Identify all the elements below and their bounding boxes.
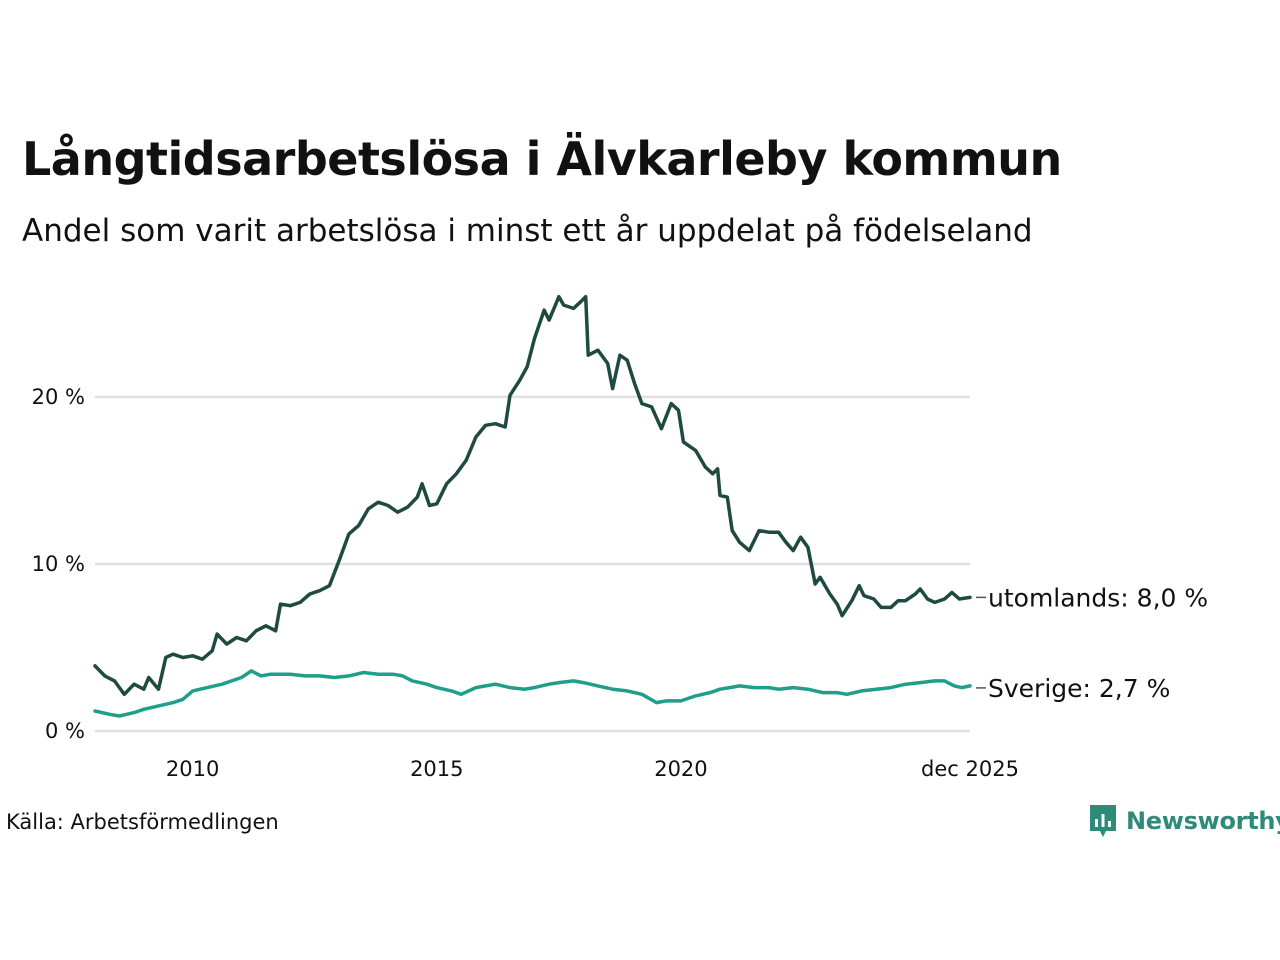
x-axis: 2010 2015 2020 dec 2025 bbox=[166, 757, 1019, 781]
y-tick-label: 20 % bbox=[32, 385, 85, 409]
brand-logo: Newsworthy bbox=[1088, 803, 1280, 839]
end-label-sverige: Sverige: 2,7 % bbox=[988, 674, 1170, 703]
newsworthy-logo-icon bbox=[1090, 805, 1116, 837]
y-tick-label: 0 % bbox=[45, 719, 85, 743]
y-tick-label: 10 % bbox=[32, 552, 85, 576]
line-chart: 0 % 10 % 20 % 2010 2015 2020 dec 2025 utomlan… bbox=[32, 294, 1208, 781]
x-tick-label: dec 2025 bbox=[921, 757, 1019, 781]
series-line-sverige bbox=[93, 669, 972, 718]
chart-title: Långtidsarbetslösa i Älvkarleby kommun bbox=[22, 132, 1062, 186]
x-tick-label: 2020 bbox=[654, 757, 707, 781]
x-tick-label: 2015 bbox=[410, 757, 463, 781]
series-line-utomlands bbox=[93, 294, 972, 697]
y-axis: 0 % 10 % 20 % bbox=[32, 385, 85, 743]
end-label-utomlands: utomlands: 8,0 % bbox=[988, 583, 1208, 612]
brand-name: Newsworthy bbox=[1126, 807, 1280, 835]
gridlines bbox=[95, 395, 970, 733]
source-note: Källa: Arbetsförmedlingen bbox=[6, 810, 279, 834]
end-labels: utomlands: 8,0 % Sverige: 2,7 % bbox=[976, 583, 1208, 703]
chart-subtitle: Andel som varit arbetslösa i minst ett å… bbox=[22, 213, 1033, 249]
series bbox=[93, 294, 972, 718]
x-tick-label: 2010 bbox=[166, 757, 219, 781]
